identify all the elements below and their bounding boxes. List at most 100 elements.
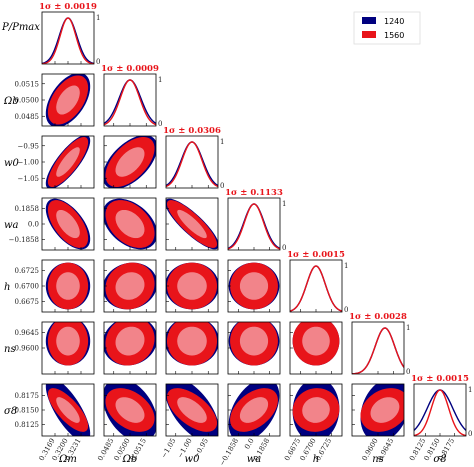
panel-6-4 <box>292 384 340 436</box>
y-tick-label: 0.9645 <box>15 329 40 337</box>
contour-1560-1sigma-3-2 <box>176 209 208 239</box>
y-axis-label-3: wa <box>4 220 19 231</box>
panel-4-3 <box>228 262 280 310</box>
contour-1560-1sigma-6-0 <box>55 396 81 424</box>
x-axis-label-1: Ωb <box>122 454 138 465</box>
y-tick-label: 0.6725 <box>15 267 40 275</box>
y-tick-label: 0.0485 <box>15 113 40 121</box>
legend-swatch-1560 <box>362 31 376 38</box>
x-axis-label-6: σ8 <box>433 454 446 465</box>
y-tick-label: 0.8125 <box>15 421 40 429</box>
sigma-label-4: 1σ ± 0.0015 <box>287 250 345 260</box>
panel-5-1 <box>104 322 156 366</box>
pdf-tick-1: 1 <box>96 14 100 22</box>
contour-1560-1sigma-1-0 <box>55 84 81 116</box>
pdf-tick-0: 0 <box>158 120 162 128</box>
pdf-tick-0: 0 <box>282 244 286 252</box>
y-axis-label-6: σ8 <box>4 406 17 417</box>
pdf-curve-1560-3 <box>228 203 280 250</box>
x-tick-label: −0.1858 <box>218 437 240 467</box>
x-axis-label-0: Ωm <box>58 454 77 465</box>
panel-2-2 <box>166 141 218 188</box>
pdf-curve-1560-0 <box>42 17 94 64</box>
x-tick-label: 0.0 <box>243 437 255 451</box>
sigma-label-2: 1σ ± 0.0306 <box>163 126 221 136</box>
pdf-curve-1560-1 <box>104 79 156 126</box>
pdf-tick-1: 1 <box>282 200 286 208</box>
pdf-tick-0: 0 <box>220 182 224 190</box>
x-axis-label-4: h <box>313 454 319 465</box>
x-axis-label-3: wa <box>247 454 262 465</box>
x-axis-label-5: ns <box>372 454 384 465</box>
y-tick-label: 0.0515 <box>15 80 40 88</box>
y-axis-label-4: h <box>4 282 10 293</box>
contour-1560-1sigma-4-1 <box>114 271 146 301</box>
pdf-tick-1: 1 <box>344 262 348 270</box>
legend-swatch-1240 <box>362 17 376 24</box>
panel-3-2 <box>166 198 218 250</box>
x-tick-label: 0.0515 <box>129 437 148 462</box>
y-axis-label-pdf: P/Pmax <box>1 22 40 33</box>
panel-4-2 <box>166 262 218 310</box>
contour-1560-1sigma-5-4 <box>301 326 331 357</box>
panel-3-1 <box>104 198 156 250</box>
panel-6-5 <box>360 384 404 436</box>
panel-6-1 <box>104 384 156 436</box>
panel-3-0 <box>45 198 91 250</box>
contour-1560-1sigma-6-4 <box>301 396 331 424</box>
pdf-curve-1240-6 <box>414 389 466 431</box>
panel-6-3 <box>228 384 280 436</box>
panel-3-3 <box>228 203 280 250</box>
legend-label-1240: 1240 <box>384 17 404 26</box>
y-tick-label: 0.0 <box>28 221 39 229</box>
panel-6-2 <box>166 384 218 436</box>
panel-4-4 <box>290 265 342 312</box>
x-axis-label-2: w0 <box>185 454 201 465</box>
pdf-tick-0: 0 <box>96 58 100 66</box>
legend: 1240 1560 <box>353 11 421 45</box>
y-axis-label-2: w0 <box>4 158 20 169</box>
contour-1560-1sigma-6-5 <box>369 396 400 424</box>
sigma-label-1: 1σ ± 0.0009 <box>101 64 159 74</box>
y-tick-label: 0.8175 <box>15 392 40 400</box>
panel-frame-0-0 <box>41 11 95 65</box>
sigma-label-5: 1σ ± 0.0028 <box>349 312 407 322</box>
panel-frame-6-6 <box>413 383 467 437</box>
contour-1560-1sigma-3-0 <box>55 209 81 239</box>
contour-1560-1sigma-3-1 <box>114 209 146 239</box>
y-tick-label: 0.9600 <box>15 345 40 353</box>
y-tick-label: −1.05 <box>18 175 39 183</box>
contour-1560-1sigma-5-1 <box>114 326 146 357</box>
y-tick-label: 0.8150 <box>15 407 40 415</box>
sigma-label-3: 1σ ± 0.1133 <box>225 188 283 198</box>
panel-6-0 <box>45 384 91 436</box>
contour-1560-1sigma-6-1 <box>114 396 146 424</box>
y-tick-label: 0.1858 <box>15 205 40 213</box>
contour-1560-1sigma-5-3 <box>239 326 269 357</box>
legend-label-1560: 1560 <box>384 31 404 40</box>
y-tick-label: 0.6675 <box>15 298 40 306</box>
pdf-tick-0: 0 <box>468 430 472 438</box>
panel-frame-5-5 <box>351 321 405 375</box>
pdf-tick-1: 1 <box>158 76 162 84</box>
y-axis-label-1: Ωb <box>3 96 19 107</box>
contour-1560-1sigma-5-0 <box>55 326 81 357</box>
contour-1560-1sigma-2-1 <box>114 146 146 178</box>
panel-1-0 <box>45 74 91 126</box>
contour-1560-1sigma-6-3 <box>239 396 269 424</box>
contour-1560-1sigma-4-2 <box>176 271 208 301</box>
contour-1560-1sigma-4-0 <box>55 271 81 301</box>
y-tick-label: 0.6700 <box>15 283 40 291</box>
panel-2-0 <box>45 136 91 188</box>
x-tick-label: −0.95 <box>192 437 210 460</box>
panel-4-0 <box>45 262 91 310</box>
pdf-curve-1560-5 <box>352 327 404 374</box>
pdf-curve-1560-2 <box>166 141 218 188</box>
sigma-label-0: 1σ ± 0.0019 <box>39 2 97 12</box>
panel-0-0 <box>42 17 94 64</box>
contour-1560-1sigma-6-2 <box>176 396 208 424</box>
pdf-curve-1560-4 <box>290 265 342 312</box>
panel-5-4 <box>292 322 340 366</box>
sigma-label-6: 1σ ± 0.0015 <box>411 374 469 384</box>
pdf-curve-1240-0 <box>42 17 94 64</box>
